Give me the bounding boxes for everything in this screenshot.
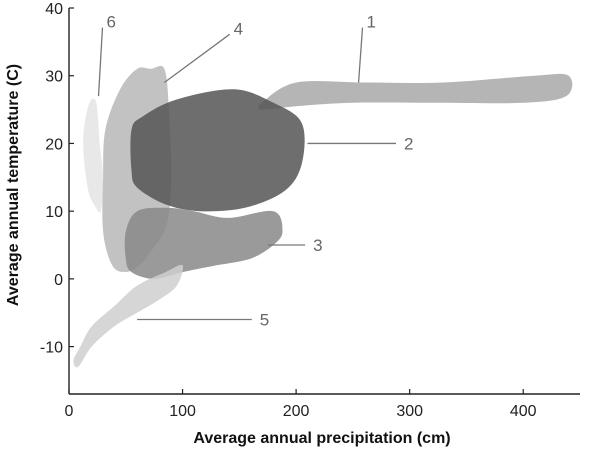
y-axis-title: Average annual temperature (C) bbox=[5, 64, 22, 306]
region-label-3: 3 bbox=[313, 236, 322, 255]
leader-line-4 bbox=[164, 33, 231, 84]
y-tick-label: 0 bbox=[54, 272, 63, 289]
leader-lines bbox=[97, 27, 396, 321]
y-tick-label: 30 bbox=[45, 69, 63, 86]
x-axis-title: Average annual precipitation (cm) bbox=[193, 430, 450, 447]
region-label-2: 2 bbox=[404, 134, 413, 153]
region-3 bbox=[124, 207, 283, 279]
region-6 bbox=[83, 98, 104, 213]
region-label-1: 1 bbox=[367, 13, 376, 32]
x-tick-label: 0 bbox=[65, 403, 74, 420]
leader-line-6 bbox=[97, 27, 104, 97]
axes bbox=[68, 8, 580, 395]
y-tick-label: -10 bbox=[40, 340, 63, 357]
region-label-4: 4 bbox=[234, 19, 243, 38]
region-5 bbox=[73, 264, 184, 368]
x-tick-label: 200 bbox=[283, 403, 310, 420]
y-tick-label: 40 bbox=[45, 1, 63, 18]
y-tick-label: 10 bbox=[45, 204, 63, 221]
region-labels: 6 4 1 2 3 5 bbox=[106, 13, 413, 330]
x-tick-label: 100 bbox=[169, 403, 196, 420]
region-1 bbox=[257, 73, 573, 110]
y-tick-label: 20 bbox=[45, 136, 63, 153]
region-2 bbox=[130, 89, 305, 212]
regions-layer bbox=[73, 65, 573, 368]
x-tick-label: 300 bbox=[396, 403, 423, 420]
x-tick-label: 400 bbox=[510, 403, 537, 420]
region-label-5: 5 bbox=[260, 311, 269, 330]
region-label-6: 6 bbox=[106, 13, 115, 32]
leader-line-1 bbox=[357, 27, 364, 83]
ticks: 0 100 200 300 400 -10 0 10 20 30 40 bbox=[40, 1, 537, 420]
